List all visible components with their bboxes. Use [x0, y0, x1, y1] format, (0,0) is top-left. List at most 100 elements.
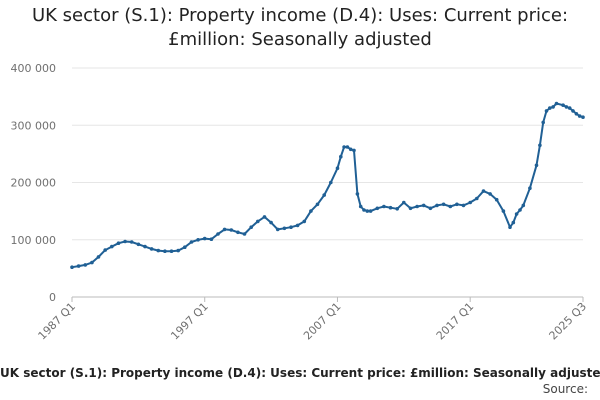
y-tick-label: 200 000	[11, 177, 57, 190]
data-point	[428, 206, 433, 211]
data-point	[508, 225, 512, 229]
data-point	[435, 203, 439, 208]
data-point	[494, 197, 499, 202]
data-point	[110, 244, 114, 249]
y-tick-label: 100 000	[11, 234, 57, 247]
data-point	[352, 148, 356, 153]
data-point	[143, 244, 147, 249]
data-point	[129, 240, 134, 244]
data-point	[518, 208, 522, 212]
data-point	[242, 232, 247, 236]
x-tick-label: 1987 Q1	[36, 300, 79, 343]
data-point	[345, 145, 350, 149]
data-point	[342, 145, 346, 149]
data-point	[561, 103, 565, 107]
x-tick-label: 2007 Q1	[301, 300, 344, 343]
data-point	[183, 245, 187, 249]
x-tick-label: 2017 Q1	[434, 300, 477, 343]
data-point	[534, 163, 539, 168]
data-point	[249, 225, 253, 229]
data-point	[541, 120, 545, 125]
y-tick-label: 0	[49, 291, 56, 304]
data-point	[481, 189, 486, 193]
data-point	[216, 232, 220, 236]
data-point	[514, 212, 519, 216]
data-point	[448, 204, 453, 209]
data-point	[564, 105, 569, 109]
data-point	[511, 220, 516, 225]
data-point	[538, 143, 542, 148]
data-point	[236, 230, 240, 235]
data-point	[395, 207, 400, 211]
data-point	[329, 180, 333, 185]
data-point	[176, 248, 180, 253]
data-point	[76, 264, 81, 268]
data-point	[315, 202, 320, 207]
data-point	[488, 192, 492, 196]
data-point	[136, 242, 141, 247]
data-point	[388, 205, 393, 210]
data-point	[365, 209, 370, 213]
data-point	[339, 154, 343, 159]
data-point	[415, 204, 419, 209]
data-point	[521, 203, 526, 208]
data-point	[156, 248, 161, 253]
data-point	[229, 228, 234, 232]
data-point	[202, 236, 207, 241]
data-point	[461, 203, 466, 208]
data-point	[408, 206, 413, 211]
x-tick-label: 1997 Q1	[168, 300, 211, 343]
chart-title-line-2: £million: Seasonally adjusted	[168, 29, 432, 50]
data-point	[574, 112, 579, 116]
data-point	[83, 263, 88, 267]
x-tick-label: 2025 Q3	[547, 300, 590, 343]
data-point	[548, 106, 552, 110]
series-line	[71, 102, 584, 269]
data-point	[70, 265, 74, 270]
chart-title-line-1: UK sector (S.1): Property income (D.4): …	[31, 5, 569, 26]
data-point	[149, 247, 154, 251]
y-tick-label: 300 000	[11, 119, 57, 132]
data-point	[368, 209, 373, 213]
source-label: Source:	[542, 382, 588, 396]
data-point	[189, 240, 194, 244]
data-point	[528, 186, 532, 190]
data-point	[209, 237, 214, 241]
data-point	[90, 260, 94, 265]
data-point	[123, 239, 127, 244]
data-point	[289, 225, 293, 229]
data-point	[358, 204, 363, 209]
data-point	[455, 202, 459, 207]
data-point	[362, 208, 366, 212]
data-point	[322, 193, 327, 197]
data-point	[554, 101, 559, 106]
data-point	[275, 227, 280, 232]
data-point	[163, 249, 167, 253]
data-point	[571, 109, 575, 113]
data-point	[169, 249, 174, 253]
data-point	[355, 192, 360, 196]
data-point	[581, 115, 585, 119]
data-point	[544, 109, 549, 113]
data-point	[577, 114, 582, 118]
legend-series-name: UK sector (S.1): Property income (D.4): …	[0, 366, 600, 380]
data-point	[382, 204, 386, 209]
data-point	[269, 220, 273, 225]
data-point	[255, 219, 260, 224]
data-point	[348, 147, 353, 152]
data-point	[222, 227, 227, 232]
data-point	[262, 215, 267, 219]
y-tick-label: 400 000	[11, 62, 57, 75]
data-point	[302, 219, 307, 224]
data-point	[196, 238, 200, 242]
data-point	[116, 241, 121, 245]
chart-title: UK sector (S.1): Property income (D.4): …	[0, 4, 600, 52]
data-point	[402, 200, 406, 205]
data-point	[468, 200, 473, 205]
data-point	[475, 196, 479, 201]
data-point	[295, 223, 300, 228]
data-point	[309, 209, 313, 213]
data-point	[501, 209, 506, 213]
data-point	[96, 255, 101, 259]
